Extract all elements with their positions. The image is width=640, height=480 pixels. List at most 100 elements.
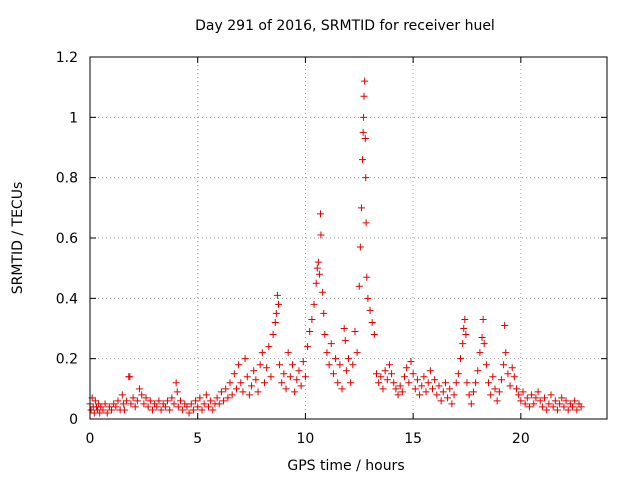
data-point [532,394,540,402]
data-point [459,340,467,348]
y-tick-label: 0.4 [56,291,78,307]
data-point [517,397,525,405]
data-point [558,394,566,402]
data-point [465,391,473,399]
data-point [469,388,477,396]
data-point [560,403,568,411]
data-point [480,340,488,348]
data-point [325,361,333,369]
data-point [316,210,324,218]
y-tick-label: 0 [69,412,78,428]
x-tick-label: 0 [86,431,95,447]
data-point [213,394,221,402]
data-point [312,279,320,287]
data-point [250,367,258,375]
data-point [370,331,378,339]
data-point [179,406,187,414]
data-point [501,321,509,329]
data-point [317,231,325,239]
data-point [424,379,432,387]
data-point [142,394,150,402]
data-point [103,409,111,417]
y-tick-label: 1 [69,110,78,126]
data-point [547,391,555,399]
data-point [131,403,139,411]
data-point [224,394,232,402]
data-point [99,406,107,414]
data-point [341,337,349,345]
data-point [388,370,396,378]
data-point [334,379,342,387]
data-point [521,400,529,408]
data-point [525,403,533,411]
grid-lines [90,57,607,419]
data-point [489,373,497,381]
data-point [183,403,191,411]
data-point [349,361,357,369]
axis-ticks [89,56,607,420]
data-point [215,400,223,408]
data-point [280,370,288,378]
data-point [472,379,480,387]
data-point [504,370,512,378]
data-point [202,391,210,399]
data-point [431,376,439,384]
data-point [418,382,426,390]
data-point [288,361,296,369]
data-point [474,367,482,375]
data-point [530,400,538,408]
data-point [101,400,109,408]
data-point [332,355,340,363]
data-point [138,391,146,399]
data-point [355,282,363,290]
data-point [263,364,271,372]
data-point [291,388,299,396]
data-point [108,406,116,414]
data-point [500,361,508,369]
data-point [435,382,443,390]
data-point [528,391,536,399]
data-point [551,397,559,405]
data-point [170,400,178,408]
data-point [144,403,152,411]
data-point [189,406,197,414]
data-point [364,294,372,302]
data-point [452,379,460,387]
data-point [360,113,368,121]
data-point [217,388,225,396]
data-point [361,77,369,85]
y-tick-label: 0.2 [56,352,78,368]
data-point [123,397,131,405]
data-point [235,361,243,369]
data-point [392,385,400,393]
data-point [462,331,470,339]
data-point [254,388,262,396]
data-point [506,382,514,390]
data-point [491,385,499,393]
data-point [173,388,181,396]
data-point [571,397,579,405]
data-point [467,400,475,408]
data-point [385,361,393,369]
data-point [366,306,374,314]
data-point [260,379,268,387]
data-point [450,391,458,399]
data-point [209,406,217,414]
data-point [413,376,421,384]
y-tick-label: 0.8 [56,171,78,187]
data-point [320,309,328,317]
data-point [323,349,331,357]
data-point [313,264,321,272]
data-point [237,379,245,387]
data-point [556,400,564,408]
data-point [258,349,266,357]
data-point [543,406,551,414]
data-point [155,397,163,405]
data-point [441,379,449,387]
data-point [478,334,486,342]
data-point [577,403,585,411]
data-point [230,370,238,378]
data-point [487,391,495,399]
data-point [373,370,381,378]
